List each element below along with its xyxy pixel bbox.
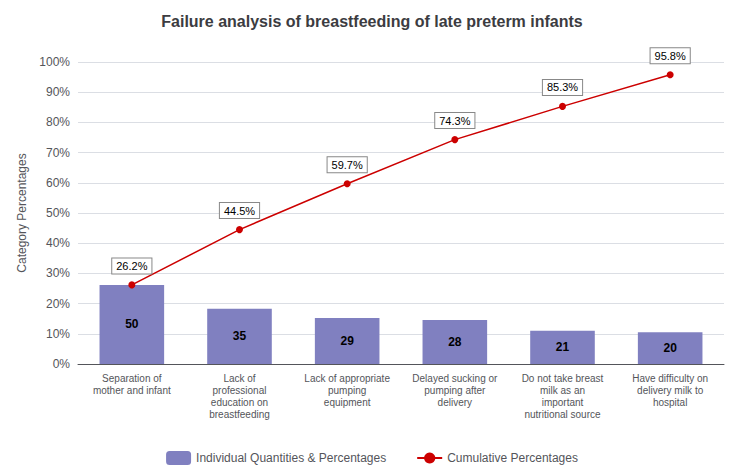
svg-text:20: 20 xyxy=(663,341,677,355)
svg-text:Lack of appropriate: Lack of appropriate xyxy=(304,373,390,384)
svg-text:10%: 10% xyxy=(46,327,70,341)
svg-text:95.8%: 95.8% xyxy=(655,50,686,62)
svg-text:nutritional source: nutritional source xyxy=(524,409,601,420)
svg-text:Separation of: Separation of xyxy=(102,373,162,384)
svg-text:44.5%: 44.5% xyxy=(224,205,255,217)
svg-text:40%: 40% xyxy=(46,236,70,250)
svg-text:50: 50 xyxy=(125,317,139,331)
svg-text:Category Percentages: Category Percentages xyxy=(15,153,29,272)
svg-text:milk as an: milk as an xyxy=(540,385,585,396)
svg-text:70%: 70% xyxy=(46,146,70,160)
svg-text:35: 35 xyxy=(233,329,247,343)
svg-text:59.7%: 59.7% xyxy=(332,159,363,171)
svg-text:Cumulative Percentages: Cumulative Percentages xyxy=(447,451,578,465)
svg-text:28: 28 xyxy=(448,335,462,349)
svg-text:mother and infant: mother and infant xyxy=(93,385,171,396)
svg-text:Individual Quantities & Percen: Individual Quantities & Percentages xyxy=(196,451,386,465)
svg-text:60%: 60% xyxy=(46,176,70,190)
svg-text:90%: 90% xyxy=(46,85,70,99)
svg-text:Have difficulty on: Have difficulty on xyxy=(632,373,708,384)
svg-text:Do not take breast: Do not take breast xyxy=(522,373,604,384)
svg-text:85.3%: 85.3% xyxy=(547,81,578,93)
svg-text:delivery: delivery xyxy=(438,397,472,408)
svg-text:29: 29 xyxy=(340,334,354,348)
svg-text:pumping: pumping xyxy=(328,385,366,396)
svg-text:80%: 80% xyxy=(46,115,70,129)
svg-text:pumping after: pumping after xyxy=(424,385,486,396)
svg-text:education on: education on xyxy=(211,397,268,408)
svg-text:0%: 0% xyxy=(53,357,71,371)
svg-text:100%: 100% xyxy=(39,55,70,69)
svg-text:50%: 50% xyxy=(46,206,70,220)
svg-text:20%: 20% xyxy=(46,297,70,311)
svg-text:Lack of: Lack of xyxy=(223,373,255,384)
svg-text:important: important xyxy=(542,397,584,408)
svg-text:Delayed sucking or: Delayed sucking or xyxy=(412,373,498,384)
svg-text:hospital: hospital xyxy=(653,397,687,408)
svg-text:Failure analysis of breastfeed: Failure analysis of breastfeeding of lat… xyxy=(161,13,583,30)
svg-text:equipment: equipment xyxy=(324,397,371,408)
svg-text:26.2%: 26.2% xyxy=(116,260,147,272)
svg-text:21: 21 xyxy=(556,340,570,354)
svg-text:30%: 30% xyxy=(46,266,70,280)
svg-text:74.3%: 74.3% xyxy=(439,115,470,127)
svg-text:breastfeeding: breastfeeding xyxy=(209,409,270,420)
svg-text:delivery milk to: delivery milk to xyxy=(637,385,704,396)
svg-text:professional: professional xyxy=(213,385,267,396)
